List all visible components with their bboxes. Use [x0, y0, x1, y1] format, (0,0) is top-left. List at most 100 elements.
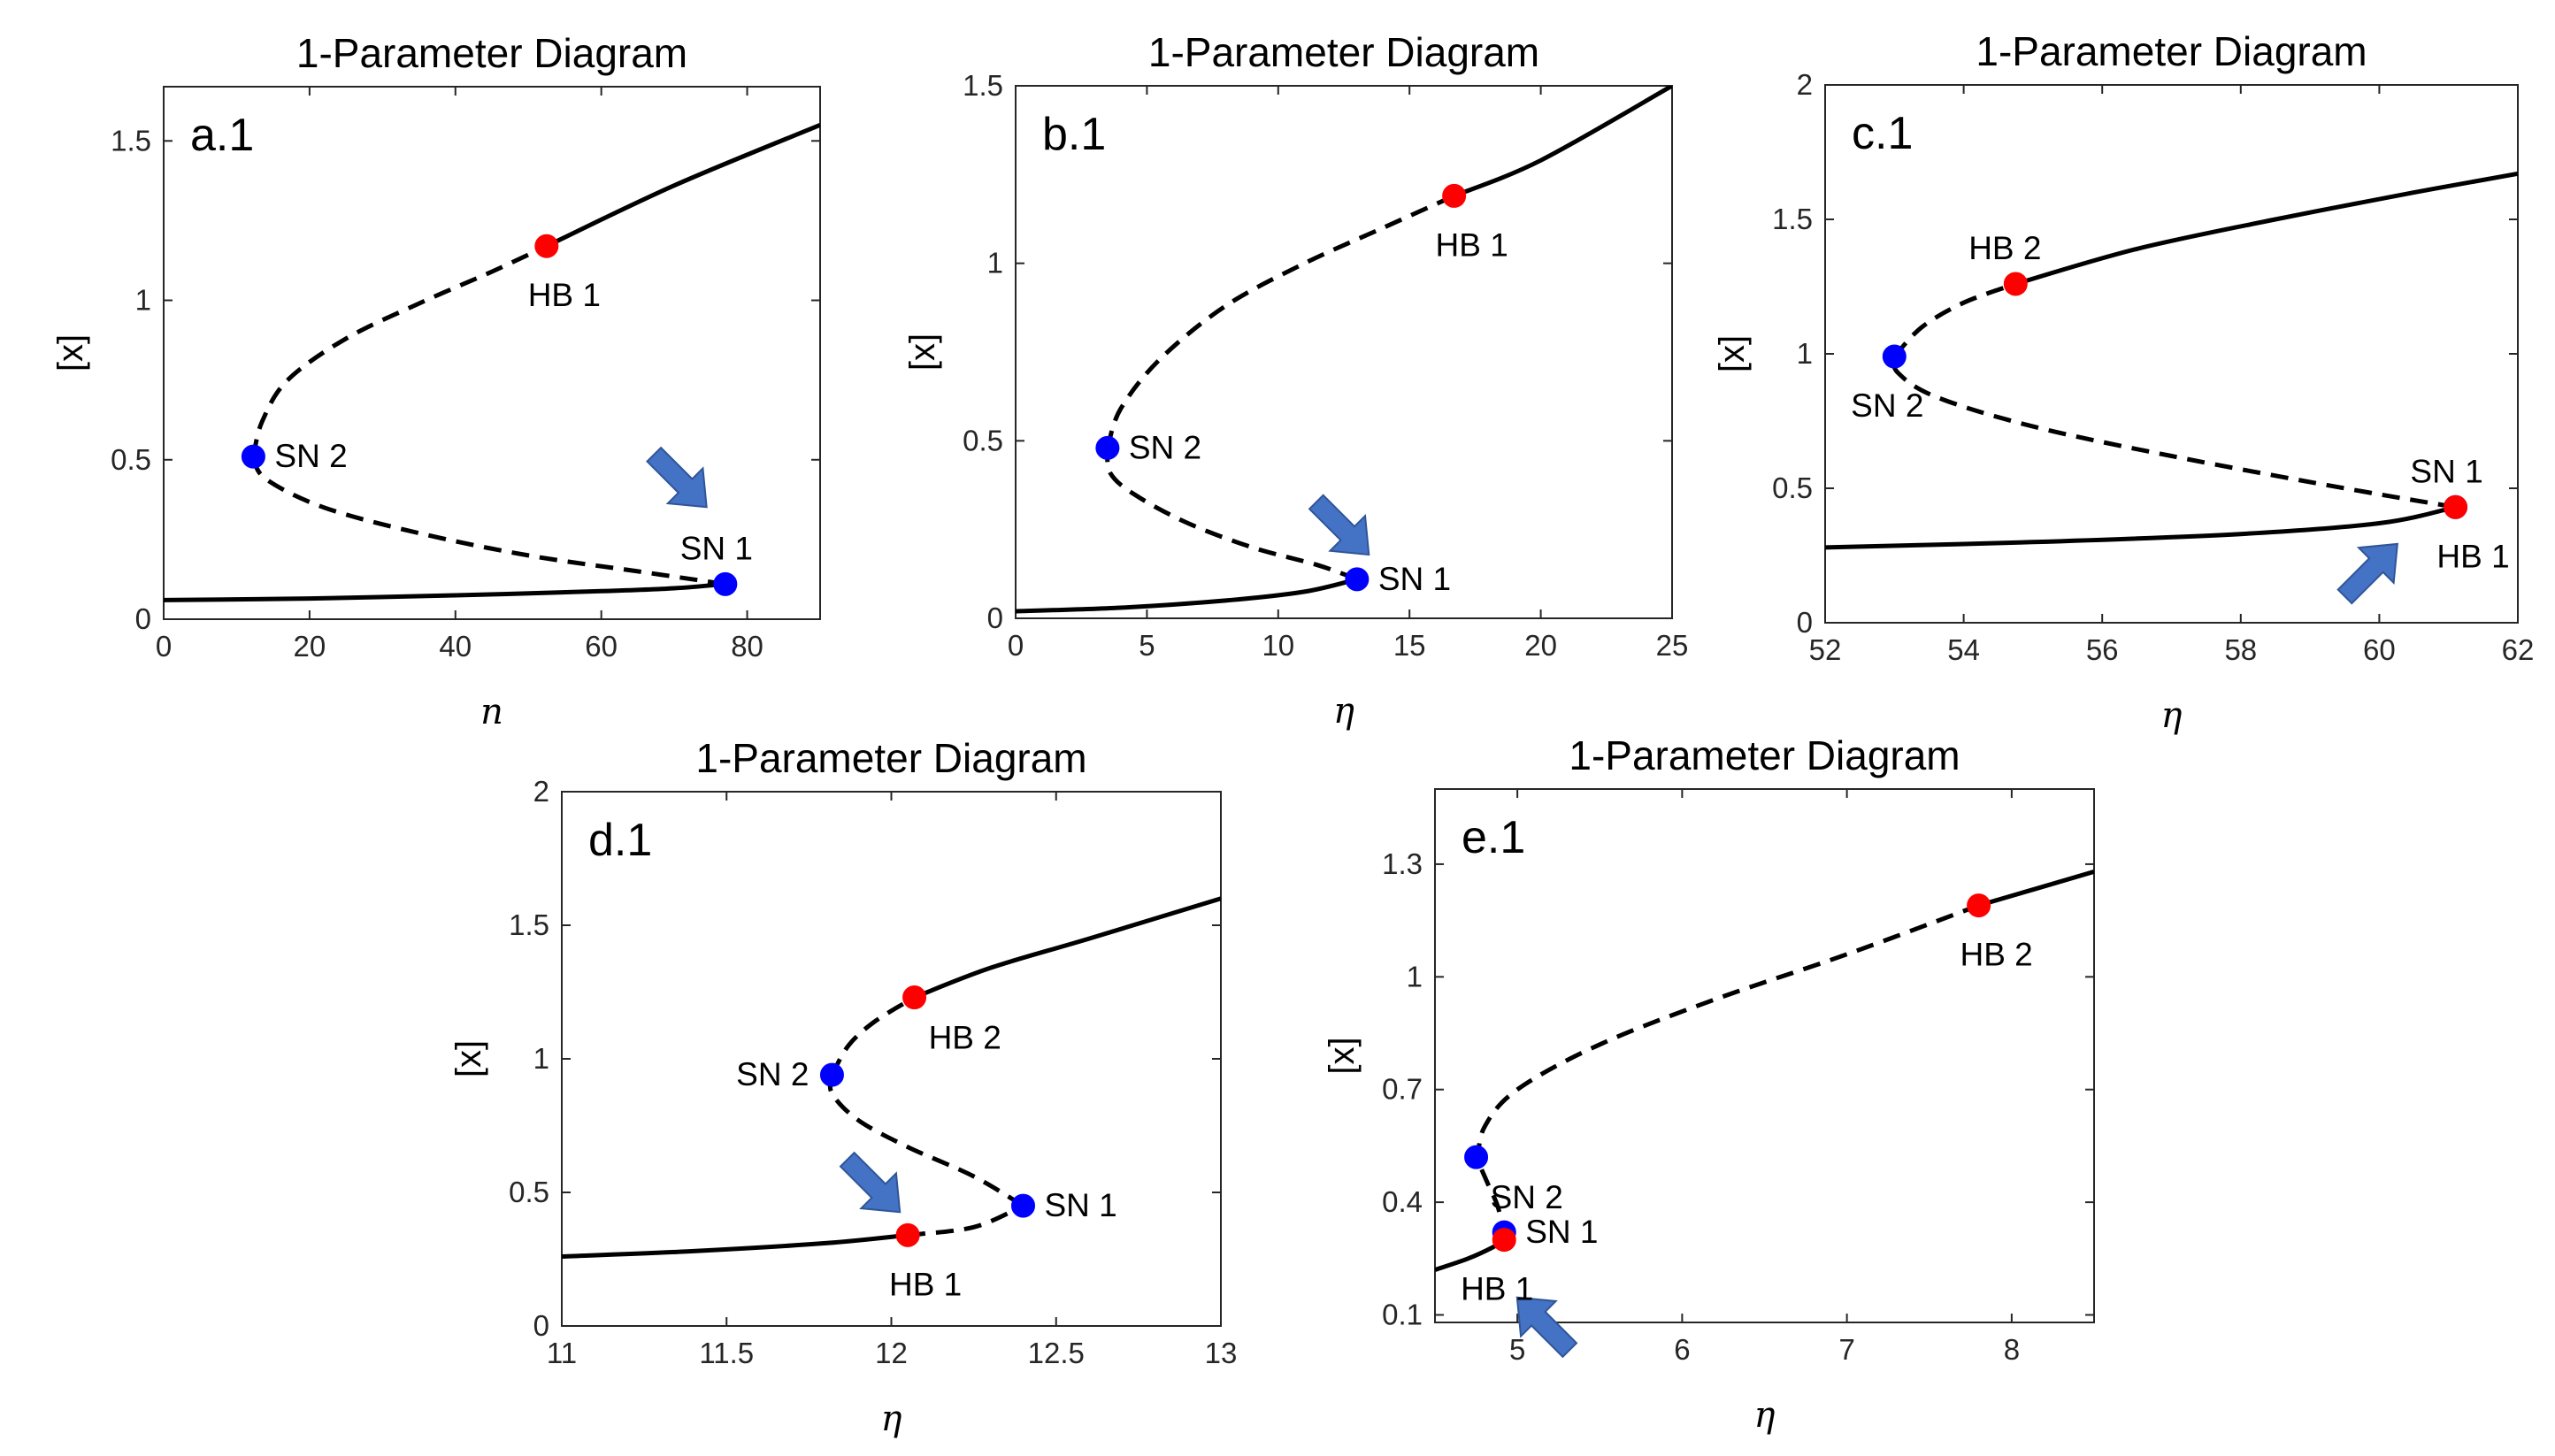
unstable-branch	[250, 243, 548, 457]
point-label: SN 2	[274, 438, 347, 474]
x-axis-label: η	[2161, 695, 2183, 736]
y-tick-label: 0.7	[1382, 1073, 1423, 1106]
x-tick-label: 15	[1393, 629, 1426, 662]
y-tick-label: 0.1	[1382, 1299, 1423, 1331]
y-tick-label: 1	[1797, 337, 1813, 370]
y-axis-label: [x]	[51, 334, 90, 372]
stable-branch	[2014, 171, 2518, 287]
stable-branch	[1977, 870, 2094, 908]
stable-branch	[164, 581, 726, 602]
point-label: HB 1	[889, 1266, 962, 1302]
point-label: HB 1	[1461, 1271, 1533, 1307]
y-tick-label: 1.5	[111, 124, 151, 157]
panel-label: c.1	[1852, 108, 1913, 159]
stable-branch	[1016, 577, 1358, 614]
panel-b.1: 0 5 10 15 20 25 0 0.5 1 1.5 1-Parameter Diagram b.1…	[903, 29, 1688, 732]
y-tick-label: 2	[1797, 68, 1813, 101]
point-label: SN 1	[680, 530, 753, 566]
point-label: HB 1	[1436, 226, 1508, 263]
hopf-point	[1492, 1228, 1516, 1253]
panel-label: e.1	[1462, 812, 1525, 863]
point-label: SN 1	[1378, 561, 1451, 597]
panel-title: 1-Parameter Diagram	[1569, 732, 1960, 778]
panel-a.1: 0 20 40 60 80 0 0.5 1 1.5 1-Parameter Diagram a.1 […	[51, 30, 821, 732]
hopf-point	[902, 985, 927, 1010]
x-tick-label: 60	[585, 630, 618, 663]
y-axis-label: [x]	[903, 333, 942, 371]
highlight-arrow	[1515, 1296, 1578, 1359]
hopf-point	[534, 234, 559, 258]
curves	[562, 896, 1221, 1259]
unstable-branch	[827, 1074, 1024, 1208]
plot-frame	[1824, 84, 2519, 624]
highlight-arrow	[2336, 542, 2398, 605]
x-tick-label: 60	[2363, 633, 2396, 666]
highlight-arrow	[839, 1151, 902, 1214]
x-tick-label: 20	[1524, 629, 1557, 662]
unstable-branch	[1892, 281, 2017, 358]
y-tick-label: 0	[135, 602, 151, 635]
plot-frame	[1434, 788, 2095, 1323]
panel-c.1: 52 54 56 58 60 62 0 0.5 1 1.5 2 1-Parameter Diagram…	[1713, 28, 2534, 736]
curves	[164, 122, 820, 602]
x-tick-label: 7	[1838, 1333, 1854, 1366]
hopf-point	[895, 1222, 920, 1247]
y-tick-label: 1.5	[509, 908, 549, 941]
unstable-branch	[830, 995, 916, 1077]
y-tick-label: 1.5	[963, 69, 1003, 102]
unstable-branch	[1105, 448, 1358, 582]
y-tick-label: 1	[533, 1042, 549, 1075]
x-tick-label: 58	[2224, 633, 2257, 666]
unstable-branch	[907, 1203, 1024, 1238]
stable-branch	[913, 896, 1221, 1000]
panel-e.1: 5 6 7 8 0.1 0.4 0.7 1 1.3 1-Parameter Diagram e.1 […	[1323, 732, 2095, 1436]
unstable-branch	[1891, 356, 2456, 510]
y-axis-label: [x]	[449, 1040, 488, 1077]
hopf-point	[1442, 183, 1467, 208]
x-tick-label: 11	[547, 1337, 577, 1369]
x-tick-label: 54	[1947, 633, 1980, 666]
curves	[1825, 171, 2518, 550]
x-tick-label: 8	[2004, 1333, 2020, 1366]
panel-label: d.1	[588, 815, 652, 866]
stable-branch	[1453, 86, 1672, 198]
stable-branch	[1825, 504, 2457, 550]
y-tick-label: 1	[1407, 960, 1423, 992]
x-tick-label: 12.5	[1028, 1337, 1085, 1369]
stable-branch	[545, 122, 820, 249]
x-tick-label: 40	[439, 630, 472, 663]
y-tick-label: 0.4	[1382, 1185, 1423, 1218]
highlight-arrow	[1308, 494, 1370, 556]
point-label: HB 2	[929, 1020, 1001, 1056]
point-label: SN 2	[1129, 429, 1201, 465]
point-label: SN 1	[1045, 1187, 1117, 1223]
saddle-node-point	[1011, 1193, 1035, 1218]
x-tick-label: 80	[731, 630, 763, 663]
saddle-node-point	[713, 571, 738, 596]
saddle-node-point	[1095, 435, 1120, 460]
x-axis-label: n	[480, 692, 503, 732]
plot-frame	[561, 791, 1222, 1327]
panel-title: 1-Parameter Diagram	[1148, 29, 1539, 75]
curves	[1016, 86, 1672, 614]
x-axis-label: η	[1333, 691, 1354, 732]
y-tick-label: 0.5	[111, 443, 151, 476]
x-tick-label: 62	[2502, 633, 2535, 666]
y-tick-label: 0	[987, 602, 1003, 634]
hopf-point	[1967, 893, 1991, 918]
panel-label: a.1	[190, 110, 254, 161]
x-tick-label: 5	[1509, 1333, 1525, 1366]
y-axis-label: [x]	[1713, 335, 1752, 372]
y-tick-label: 1	[135, 284, 151, 317]
x-tick-label: 13	[1205, 1337, 1238, 1369]
saddle-node-point	[1882, 344, 1907, 369]
hopf-point	[2444, 494, 2468, 519]
y-tick-label: 0	[1797, 606, 1813, 639]
y-tick-label: 0	[533, 1309, 549, 1342]
x-tick-label: 20	[294, 630, 326, 663]
x-axis-label: η	[881, 1399, 902, 1439]
point-label: SN 1	[2410, 453, 2482, 489]
saddle-node-point	[241, 444, 265, 469]
panel-title: 1-Parameter Diagram	[1976, 28, 2367, 74]
x-tick-label: 6	[1674, 1333, 1690, 1366]
